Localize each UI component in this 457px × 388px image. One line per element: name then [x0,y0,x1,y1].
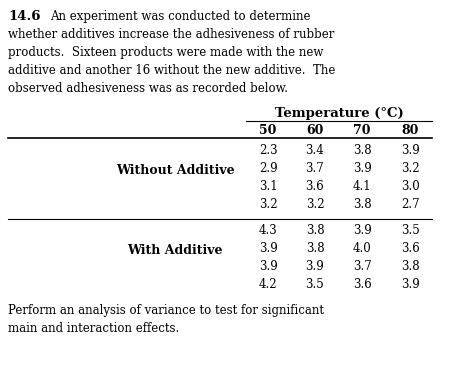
Text: 3.2: 3.2 [401,162,420,175]
Text: 3.8: 3.8 [353,198,371,211]
Text: 3.6: 3.6 [401,242,420,255]
Text: 3.8: 3.8 [306,242,324,255]
Text: whether additives increase the adhesiveness of rubber: whether additives increase the adhesiven… [8,28,335,41]
Text: With Additive: With Additive [127,244,223,258]
Text: 3.8: 3.8 [353,144,371,157]
Text: 3.8: 3.8 [306,224,324,237]
Text: Without Additive: Without Additive [116,165,234,177]
Text: 60: 60 [306,124,324,137]
Text: 50: 50 [259,124,276,137]
Text: 3.9: 3.9 [259,260,277,273]
Text: 3.9: 3.9 [401,278,420,291]
Text: additive and another 16 without the new additive.  The: additive and another 16 without the new … [8,64,335,77]
Text: 2.3: 2.3 [259,144,277,157]
Text: An experiment was conducted to determine: An experiment was conducted to determine [50,10,310,23]
Text: 4.3: 4.3 [259,224,277,237]
Text: 3.2: 3.2 [259,198,277,211]
Text: 4.2: 4.2 [259,278,277,291]
Text: observed adhesiveness was as recorded below.: observed adhesiveness was as recorded be… [8,82,288,95]
Text: 3.7: 3.7 [353,260,372,273]
Text: 70: 70 [353,124,371,137]
Text: 3.9: 3.9 [401,144,420,157]
Text: 3.6: 3.6 [353,278,372,291]
Text: 3.9: 3.9 [353,162,372,175]
Text: 3.0: 3.0 [401,180,420,193]
Text: 2.9: 2.9 [259,162,277,175]
Text: 3.9: 3.9 [306,260,324,273]
Text: 3.5: 3.5 [306,278,324,291]
Text: main and interaction effects.: main and interaction effects. [8,322,179,335]
Text: Perform an analysis of variance to test for significant: Perform an analysis of variance to test … [8,304,324,317]
Text: 80: 80 [401,124,419,137]
Text: 14.6: 14.6 [8,10,41,23]
Text: 3.2: 3.2 [306,198,324,211]
Text: 4.1: 4.1 [353,180,371,193]
Text: 3.1: 3.1 [259,180,277,193]
Text: Temperature (°C): Temperature (°C) [275,107,404,120]
Text: 4.0: 4.0 [353,242,372,255]
Text: 3.7: 3.7 [306,162,324,175]
Text: 3.4: 3.4 [306,144,324,157]
Text: 3.9: 3.9 [259,242,277,255]
Text: products.  Sixteen products were made with the new: products. Sixteen products were made wit… [8,46,324,59]
Text: 3.6: 3.6 [306,180,324,193]
Text: 3.5: 3.5 [401,224,420,237]
Text: 2.7: 2.7 [401,198,420,211]
Text: 3.9: 3.9 [353,224,372,237]
Text: 3.8: 3.8 [401,260,420,273]
